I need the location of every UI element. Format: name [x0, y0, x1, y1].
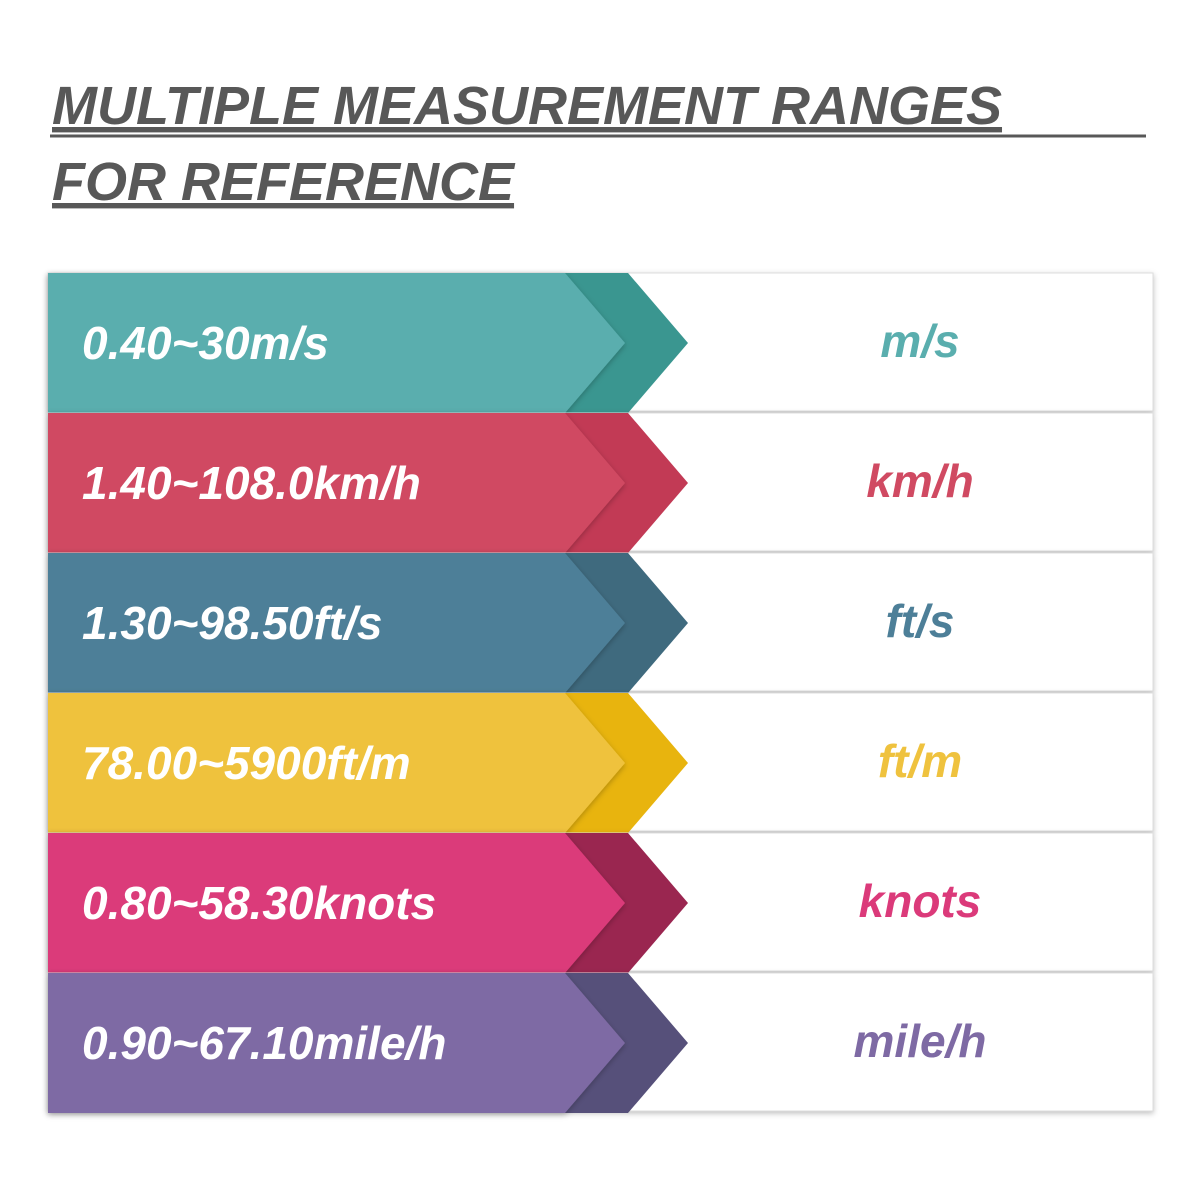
range-text: 1.30~98.50ft/s: [82, 597, 383, 649]
arrow-light: [48, 833, 625, 973]
range-text: 1.40~108.0km/h: [82, 457, 421, 509]
arrow-light: [48, 273, 625, 413]
range-text: 78.00~5900ft/m: [82, 737, 411, 789]
range-row: 78.00~5900ft/m ft/m: [47, 692, 1154, 833]
unit-text: knots: [859, 875, 982, 927]
arrow-light: [48, 553, 625, 693]
unit-text: ft/s: [886, 595, 955, 647]
range-table: 0.40~30m/s m/s 1.40~108.0km/h km/h 1.30~98.5…: [47, 272, 1154, 1113]
range-text: 0.90~67.10mile/h: [82, 1017, 446, 1069]
arrow-light: [48, 413, 625, 553]
unit-text: m/s: [880, 315, 959, 367]
range-row: 0.90~67.10mile/h mile/h: [47, 972, 1154, 1113]
range-text: 0.80~58.30knots: [82, 877, 436, 929]
range-row: 0.40~30m/s m/s: [47, 272, 1154, 413]
unit-text: mile/h: [854, 1015, 987, 1067]
arrow-light: [48, 693, 625, 833]
arrow-light: [48, 973, 625, 1113]
range-row: 1.30~98.50ft/s ft/s: [47, 552, 1154, 693]
range-row: 1.40~108.0km/h km/h: [47, 412, 1154, 553]
range-row: 0.80~58.30knots knots: [47, 832, 1154, 973]
unit-text: km/h: [866, 455, 973, 507]
title-line: MULTIPLE MEASUREMENT RANGES: [52, 76, 1002, 136]
range-text: 0.40~30m/s: [82, 317, 329, 369]
title-line: FOR REFERENCE: [52, 152, 516, 212]
unit-text: ft/m: [878, 735, 962, 787]
